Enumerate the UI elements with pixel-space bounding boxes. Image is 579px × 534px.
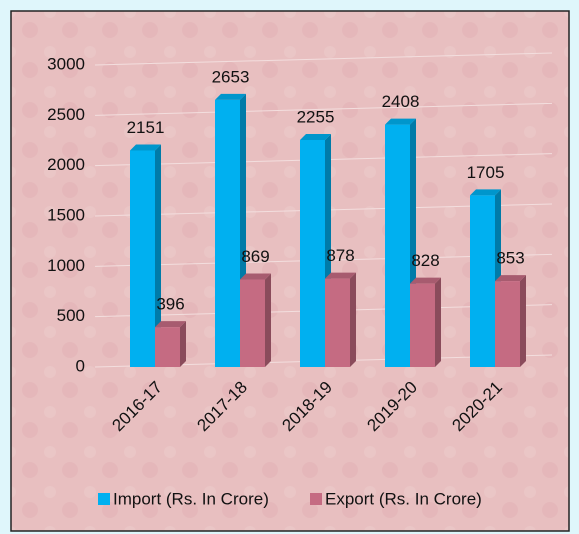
y-tick-label: 1500 [47, 205, 85, 224]
data-label: 828 [411, 251, 439, 270]
bar-side [520, 275, 526, 367]
bar-top [385, 118, 416, 125]
y-tick-label: 2000 [47, 155, 85, 174]
bar-top [240, 273, 271, 280]
bar-side [155, 144, 161, 367]
y-tick-label: 3000 [47, 54, 85, 73]
bar [385, 124, 410, 367]
bar-top [130, 144, 161, 151]
y-tick-label: 2500 [47, 105, 85, 124]
bar [130, 150, 155, 367]
bar [470, 195, 495, 367]
bar-top [215, 93, 246, 100]
bar [410, 283, 435, 367]
data-label: 2151 [127, 118, 165, 137]
legend-label: Import (Rs. In Crore) [113, 489, 269, 508]
bar [300, 139, 325, 367]
data-label: 869 [241, 247, 269, 266]
y-tick-label: 0 [76, 356, 85, 375]
data-label: 853 [496, 249, 524, 268]
bar-side [350, 272, 356, 367]
grid-line [94, 52, 553, 66]
legend-swatch [310, 493, 322, 505]
bar-side [265, 273, 271, 367]
legend-label: Export (Rs. In Crore) [325, 489, 482, 508]
bar-side [435, 277, 441, 367]
legend-swatch [98, 493, 110, 505]
data-label: 878 [326, 246, 354, 265]
bar [240, 279, 265, 367]
bar-top [470, 189, 501, 196]
bar-side [180, 321, 186, 367]
bar-top [495, 275, 526, 282]
bar-top [155, 321, 186, 328]
data-label: 2408 [382, 92, 420, 111]
bar [495, 281, 520, 367]
data-label: 1705 [467, 163, 505, 182]
bar [155, 327, 180, 367]
y-tick-label: 1000 [47, 256, 85, 275]
bar [215, 99, 240, 367]
bar-top [325, 272, 356, 279]
grid-line [94, 102, 553, 116]
data-label: 2653 [212, 67, 250, 86]
bar-top [300, 133, 331, 140]
y-tick-label: 500 [57, 306, 85, 325]
data-label: 396 [156, 295, 184, 314]
bar [325, 278, 350, 367]
bar-top [410, 277, 441, 284]
data-label: 2255 [297, 107, 335, 126]
